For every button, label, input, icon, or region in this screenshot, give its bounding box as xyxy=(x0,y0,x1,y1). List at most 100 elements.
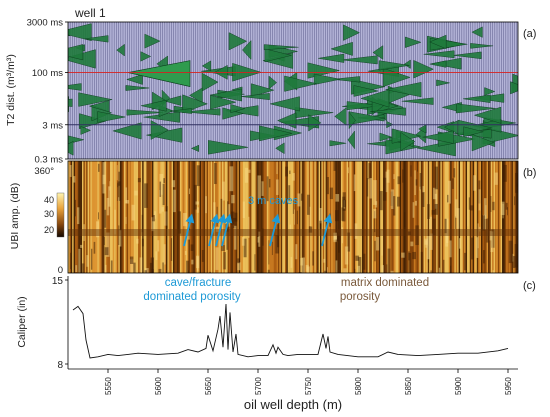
ubi-column xyxy=(324,161,326,273)
ubi-speck xyxy=(415,225,419,246)
ubi-speck xyxy=(186,260,189,273)
ubi-column xyxy=(181,161,183,273)
ubi-speck xyxy=(478,189,481,211)
ubi-speck xyxy=(333,161,336,171)
ubi-column xyxy=(352,161,354,273)
ubi-speck xyxy=(410,241,414,247)
x-tick-label: 5950 xyxy=(504,377,513,395)
ubi-speck xyxy=(214,162,217,185)
ubi-column xyxy=(198,161,200,273)
ubi-column xyxy=(257,161,259,273)
ubi-speck xyxy=(104,247,109,256)
panel-a-t2-fill xyxy=(372,45,384,60)
panel-a-t2-fill xyxy=(210,88,242,102)
panel-a-t2-fill xyxy=(126,74,143,85)
ubi-column xyxy=(425,161,427,273)
ubi-column xyxy=(219,161,221,273)
ubi-column xyxy=(413,161,416,273)
ubi-column xyxy=(488,161,490,273)
ubi-speck xyxy=(258,231,261,247)
panel-a-t2-fill xyxy=(228,32,248,51)
panel-a-label: (a) xyxy=(523,28,536,40)
panel-a-t2-fill xyxy=(463,126,484,138)
ubi-column xyxy=(472,161,475,273)
panel-a-t2-fill xyxy=(190,144,200,153)
ubi-speck xyxy=(358,257,362,273)
panel-b: 3 m caves 40 30 20 360° 0 UBI amp. (dB) (b… xyxy=(9,160,536,276)
ubi-column xyxy=(489,161,491,273)
ubi-column xyxy=(159,161,161,273)
ubi-column xyxy=(112,161,115,273)
ubi-speck xyxy=(373,180,377,205)
ubi-column xyxy=(434,161,437,273)
ubi-column xyxy=(275,161,277,273)
ubi-column xyxy=(192,161,195,273)
ubi-column xyxy=(135,161,137,273)
panel-a-t2-fill xyxy=(403,59,411,69)
ubi-speck xyxy=(422,191,425,207)
ubi-speck xyxy=(190,244,194,251)
ubi-speck xyxy=(223,252,226,270)
ubi-speck xyxy=(151,217,155,232)
ubi-column xyxy=(468,161,470,273)
ubi-speck xyxy=(103,236,105,246)
ubi-speck xyxy=(464,252,467,271)
ubi-column xyxy=(509,161,511,273)
ubi-column xyxy=(503,161,505,273)
ubi-column xyxy=(174,161,176,273)
ubi-speck xyxy=(69,164,72,177)
ubi-speck xyxy=(455,216,457,229)
ubi-speck xyxy=(196,256,199,272)
ubi-column xyxy=(195,161,197,273)
ubi-speck xyxy=(109,181,111,191)
ubi-column xyxy=(111,161,113,273)
ubi-speck xyxy=(114,209,116,235)
ubi-column xyxy=(261,161,263,273)
ubi-column xyxy=(259,161,262,273)
ubi-speck xyxy=(90,248,93,270)
ubi-column xyxy=(237,161,239,273)
ubi-column xyxy=(265,161,267,273)
panel-a-t2-fill xyxy=(80,125,92,135)
ubi-speck xyxy=(386,264,388,273)
panel-b-ubi-image xyxy=(68,161,518,273)
ubi-speck xyxy=(426,235,431,260)
ubi-column xyxy=(481,161,483,273)
ubi-speck xyxy=(158,268,162,273)
ubi-speck xyxy=(234,212,238,222)
ubi-speck xyxy=(117,181,121,201)
ubi-column xyxy=(128,161,130,273)
ubi-speck xyxy=(116,165,118,181)
ubi-column xyxy=(108,161,111,273)
ubi-speck xyxy=(196,165,201,187)
ubi-column xyxy=(450,161,452,273)
ubi-speck xyxy=(276,162,278,175)
ubi-speck xyxy=(482,215,486,231)
ubi-column xyxy=(89,161,91,273)
ubi-column xyxy=(301,161,304,273)
ubi-speck xyxy=(170,238,173,261)
ubi-column xyxy=(268,161,270,273)
ubi-column xyxy=(355,161,357,273)
ubi-speck xyxy=(110,260,113,273)
ubi-column xyxy=(479,161,482,273)
ubi-speck xyxy=(492,201,495,211)
ubi-speck xyxy=(390,270,394,273)
ubi-column xyxy=(496,161,498,273)
ubi-column xyxy=(490,161,493,273)
ubi-speck xyxy=(342,199,346,208)
panel-a-t2-fill xyxy=(332,76,361,83)
ubi-column xyxy=(437,161,440,273)
ubi-speck xyxy=(425,240,428,248)
ubi-column xyxy=(392,161,395,273)
ubi-column xyxy=(75,161,77,273)
ubi-column xyxy=(245,161,248,273)
panel-a-t2-fill xyxy=(401,97,434,105)
panel-a-t2-fill xyxy=(189,87,203,104)
ubi-speck xyxy=(193,184,197,210)
panel-a-t2-fill xyxy=(68,96,69,113)
ubi-speck xyxy=(438,267,441,273)
ubi-speck xyxy=(427,204,430,219)
ubi-speck xyxy=(323,258,326,263)
ubi-column xyxy=(315,161,318,273)
